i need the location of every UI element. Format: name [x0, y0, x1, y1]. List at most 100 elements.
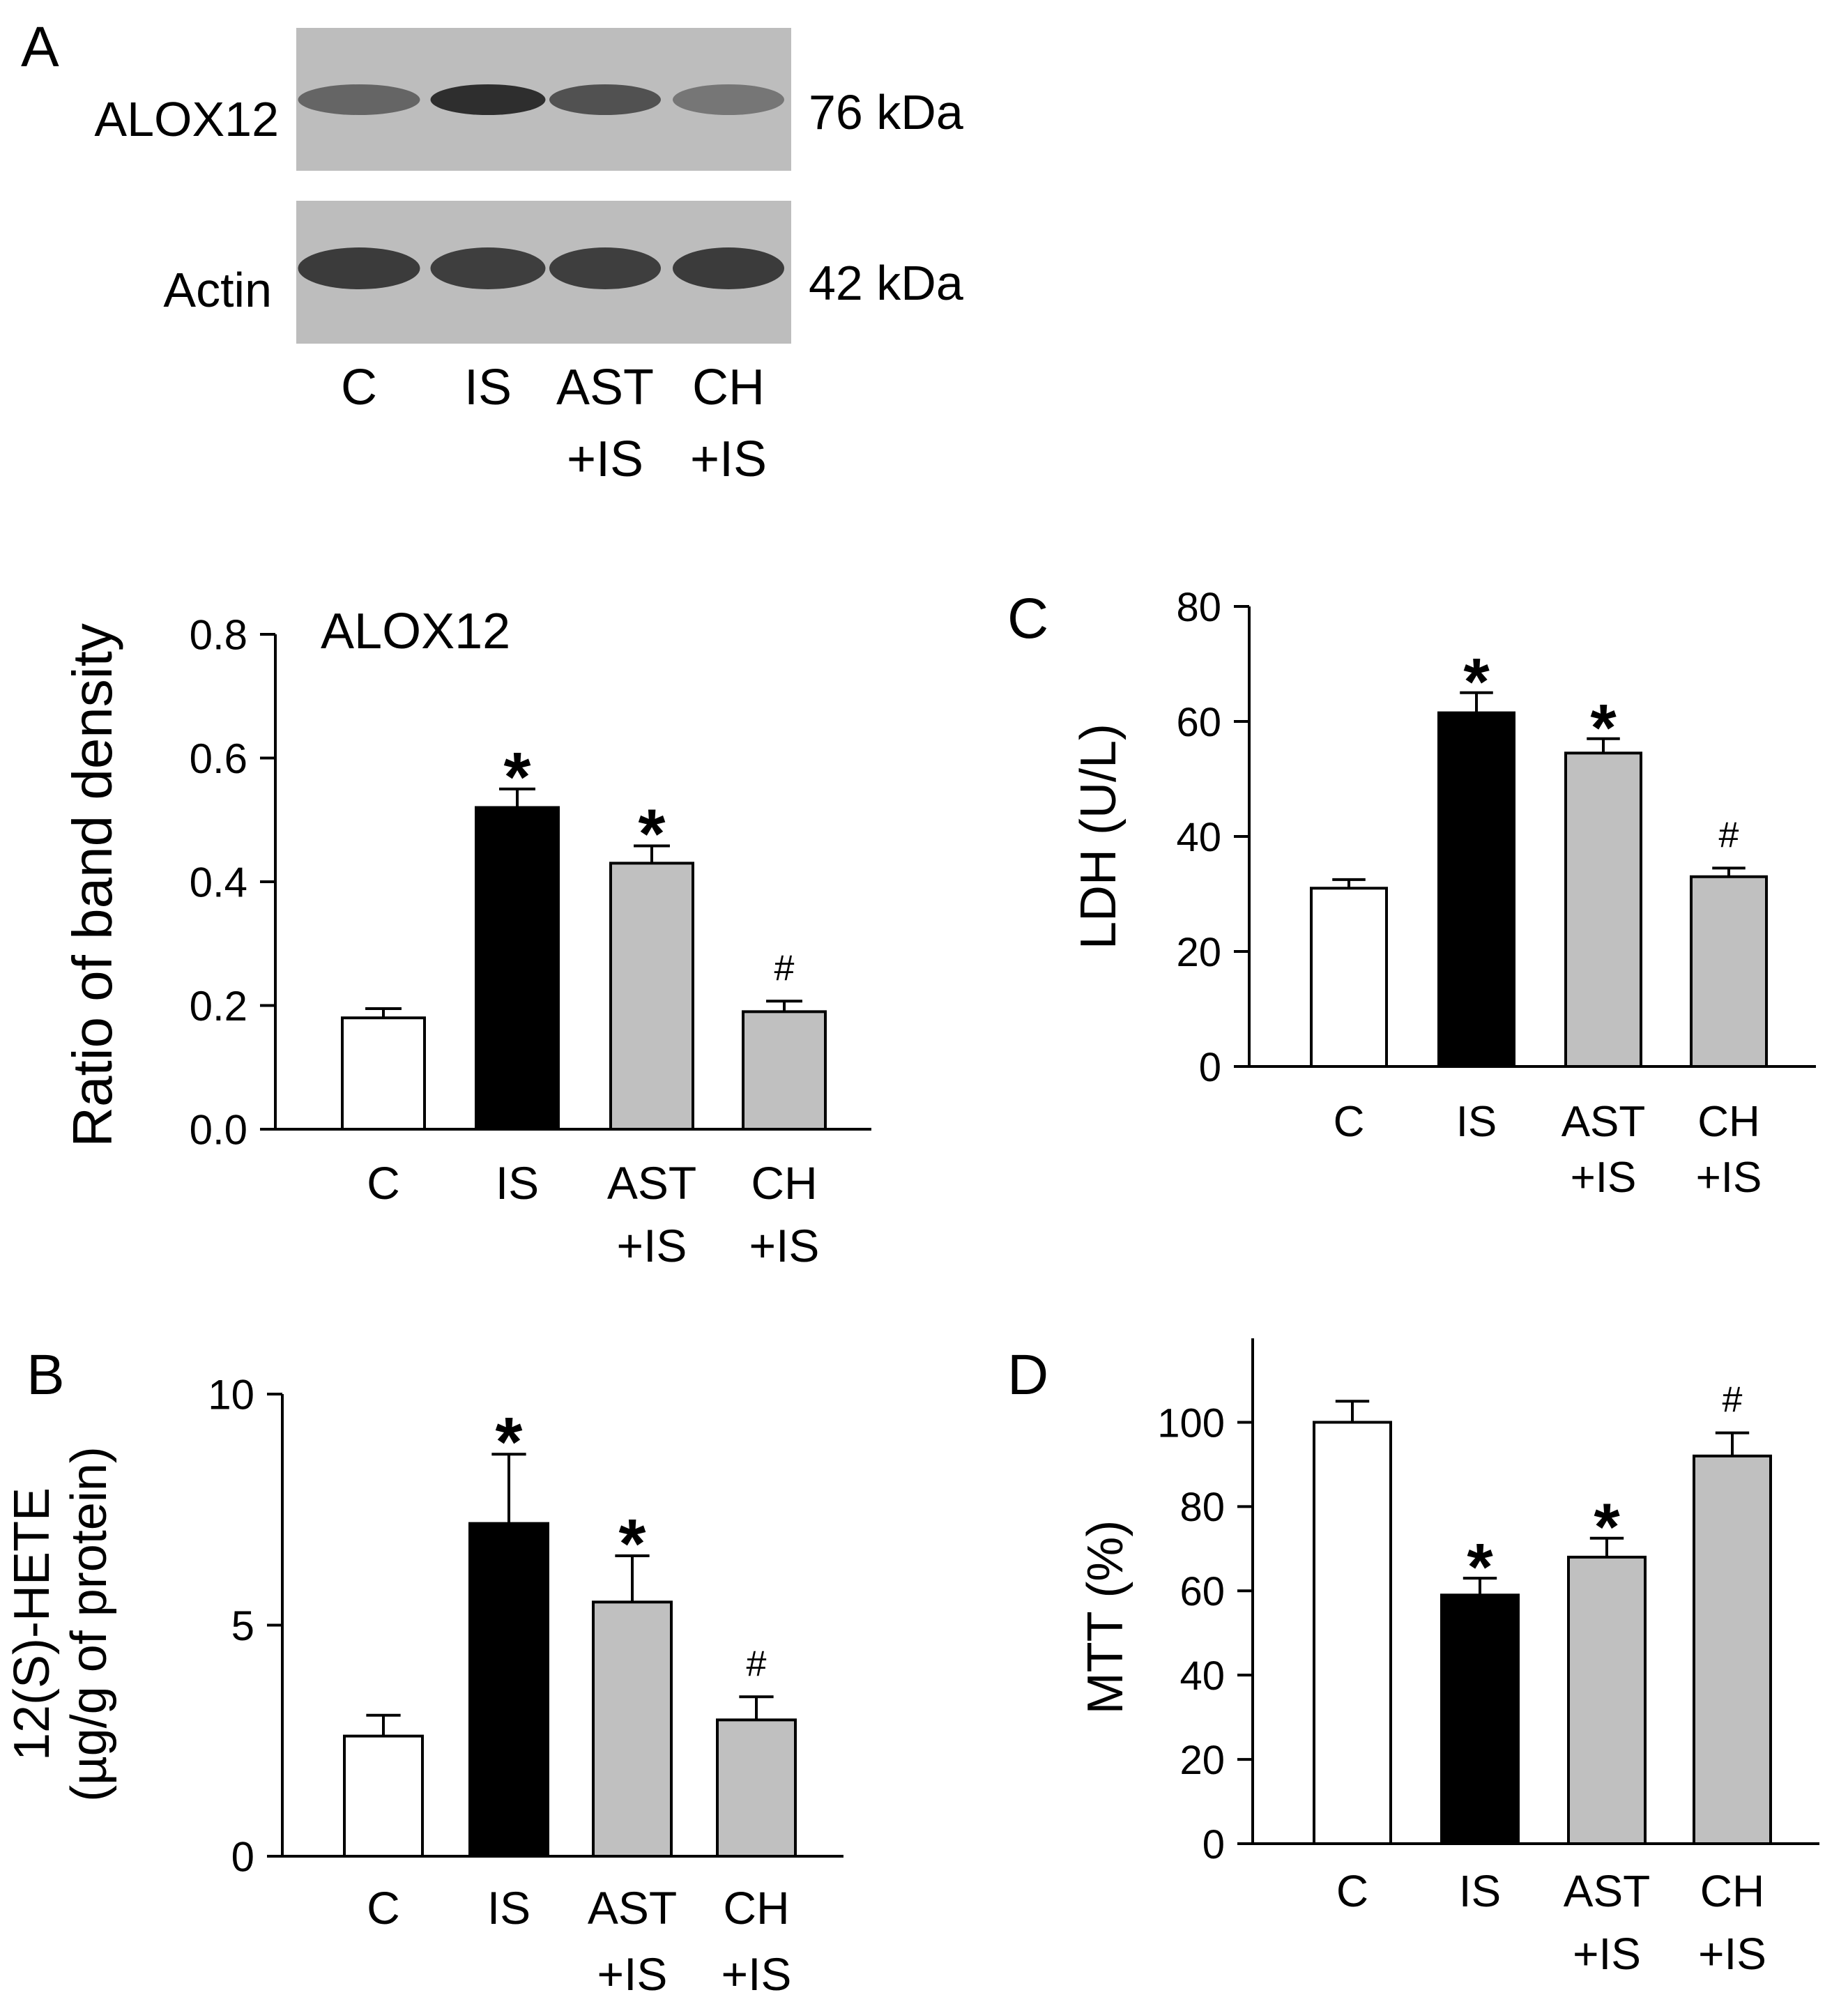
y-tick-label: 0.2	[190, 983, 247, 1030]
blot-lane-label-sub: +IS	[690, 431, 767, 487]
x-tick-label: IS	[496, 1157, 539, 1209]
western-blot: ALOX12 Actin 76 kDa 42 kDa C IS AST +IS CH +I…	[94, 28, 963, 487]
significance-annotation: *	[1594, 1490, 1620, 1565]
blot-band-actin-lane-4	[673, 247, 784, 289]
y-tick-label: 0	[231, 1834, 254, 1881]
y-tick-label: 60	[1179, 1569, 1225, 1614]
chart-alox12-density: 0.0 0.2 0.4 0.6 0.8 Ratio of band density ALOX…	[61, 604, 871, 1271]
x-tick-label: AST	[588, 1882, 677, 1934]
x-tick-label: C	[1336, 1866, 1368, 1916]
x-tick-label: CH	[723, 1882, 789, 1934]
hash-annotation: #	[747, 1644, 767, 1684]
x-tick-label: IS	[487, 1882, 530, 1934]
bar	[1313, 1421, 1392, 1846]
y-tick-label: 80	[1179, 1485, 1225, 1530]
bar	[468, 1522, 549, 1858]
y-tick-label: 0	[1202, 1822, 1225, 1867]
significance-annotation: *	[619, 1505, 646, 1583]
x-tick-label: CH	[1697, 1098, 1760, 1146]
blot-lane-label: IS	[464, 360, 512, 415]
blot-band-actin-lane-3	[549, 247, 661, 289]
blot-band-alox12-lane-4	[673, 84, 784, 115]
panel-label-b: B	[26, 1343, 65, 1407]
bar	[341, 1016, 426, 1131]
y-tick-label: 0.6	[190, 735, 247, 782]
y-tick-label: 80	[1176, 585, 1221, 630]
hash-annotation: #	[774, 948, 795, 988]
x-tick-label: CH	[751, 1157, 817, 1209]
bar	[716, 1718, 797, 1858]
y-tick-label: 0.8	[190, 612, 247, 659]
y-tick-label: 0.0	[190, 1107, 247, 1154]
bar	[1564, 751, 1642, 1068]
blot-lane-labels: C IS AST +IS CH +IS	[341, 360, 767, 487]
blot-band-alox12-lane-2	[430, 84, 546, 115]
y-axis-label: 12(S)-HETE	[4, 1487, 60, 1761]
y-tick-label: 100	[1157, 1400, 1225, 1446]
bar	[592, 1600, 673, 1858]
y-tick-label: 0.4	[190, 859, 247, 906]
x-tick-label-sub: +IS	[721, 1948, 792, 2000]
chart-ldh: 0 20 40 60 80 LDH (U/L) C * IS * AST +IS # CH +IS	[1071, 585, 1816, 1202]
blot-protein-label-alox12: ALOX12	[94, 92, 279, 146]
x-tick-label: C	[367, 1157, 400, 1209]
y-tick-label: 0	[1199, 1045, 1221, 1090]
blot-lane-label: C	[341, 360, 377, 415]
y-tick-label: 40	[1179, 1653, 1225, 1699]
hash-annotation: #	[1723, 1380, 1743, 1421]
significance-annotation: *	[1463, 645, 1490, 719]
bar	[1690, 875, 1768, 1068]
blot-protein-label-actin: Actin	[163, 263, 272, 317]
y-tick-label: 20	[1176, 930, 1221, 975]
bar	[1310, 887, 1388, 1068]
blot-band-alox12-lane-3	[549, 84, 661, 115]
x-tick-label: C	[1334, 1098, 1365, 1146]
x-tick-label-sub: +IS	[1573, 1929, 1641, 1979]
x-tick-label-sub: +IS	[1696, 1154, 1762, 1202]
bar	[1567, 1555, 1647, 1846]
blot-band-alox12-lane-1	[298, 84, 420, 115]
x-tick-label: C	[367, 1882, 400, 1934]
bar	[609, 862, 694, 1131]
significance-annotation: *	[639, 795, 666, 873]
y-tick-label: 10	[208, 1372, 254, 1418]
bar	[1693, 1454, 1772, 1845]
y-tick-label: 40	[1176, 815, 1221, 860]
x-tick-label-sub: +IS	[749, 1220, 820, 1271]
blot-lane-label: AST	[556, 360, 654, 415]
significance-annotation: *	[496, 1403, 523, 1481]
y-tick-label: 60	[1176, 700, 1221, 745]
x-tick-label: IS	[1459, 1866, 1501, 1916]
hash-annotation: #	[1719, 815, 1739, 855]
significance-annotation: *	[1467, 1530, 1493, 1605]
significance-annotation: *	[1590, 691, 1617, 765]
chart-title: ALOX12	[321, 604, 510, 659]
y-axis-label: LDH (U/L)	[1071, 724, 1127, 949]
chart-12s-hete: 0 5 10 12(S)-HETE (µg/g of protein) C * IS * AST +…	[4, 1372, 843, 2000]
panel-label-d: D	[1007, 1343, 1048, 1407]
panel-label-c: C	[1007, 587, 1048, 650]
bar	[475, 806, 560, 1131]
significance-annotation: *	[504, 738, 531, 816]
x-tick-label-sub: +IS	[597, 1948, 668, 2000]
x-tick-label-sub: +IS	[1571, 1154, 1637, 1202]
blot-band-actin-lane-1	[298, 247, 420, 289]
blot-size-label-actin: 42 kDa	[809, 256, 963, 310]
y-tick-label: 5	[231, 1603, 254, 1649]
x-tick-label-sub: +IS	[617, 1220, 687, 1271]
x-tick-label: AST	[607, 1157, 696, 1209]
y-axis-label: MTT (%)	[1078, 1520, 1133, 1715]
x-tick-label: IS	[1456, 1098, 1497, 1146]
y-axis-label: Ratio of band density	[61, 623, 123, 1147]
x-tick-label: AST	[1564, 1866, 1650, 1916]
blot-band-actin-lane-2	[430, 247, 546, 289]
y-axis-label: (µg/g of protein)	[61, 1446, 117, 1802]
x-tick-label: CH	[1700, 1866, 1764, 1916]
blot-lane-label-sub: +IS	[567, 431, 643, 487]
bar	[1437, 711, 1515, 1068]
x-tick-label: AST	[1561, 1098, 1646, 1146]
chart-mtt: 0 20 40 60 80 100 MTT (%) C * IS * AST +IS # CH +IS	[1078, 1338, 1819, 1979]
blot-size-label-alox12: 76 kDa	[809, 85, 963, 139]
bar	[343, 1734, 424, 1858]
